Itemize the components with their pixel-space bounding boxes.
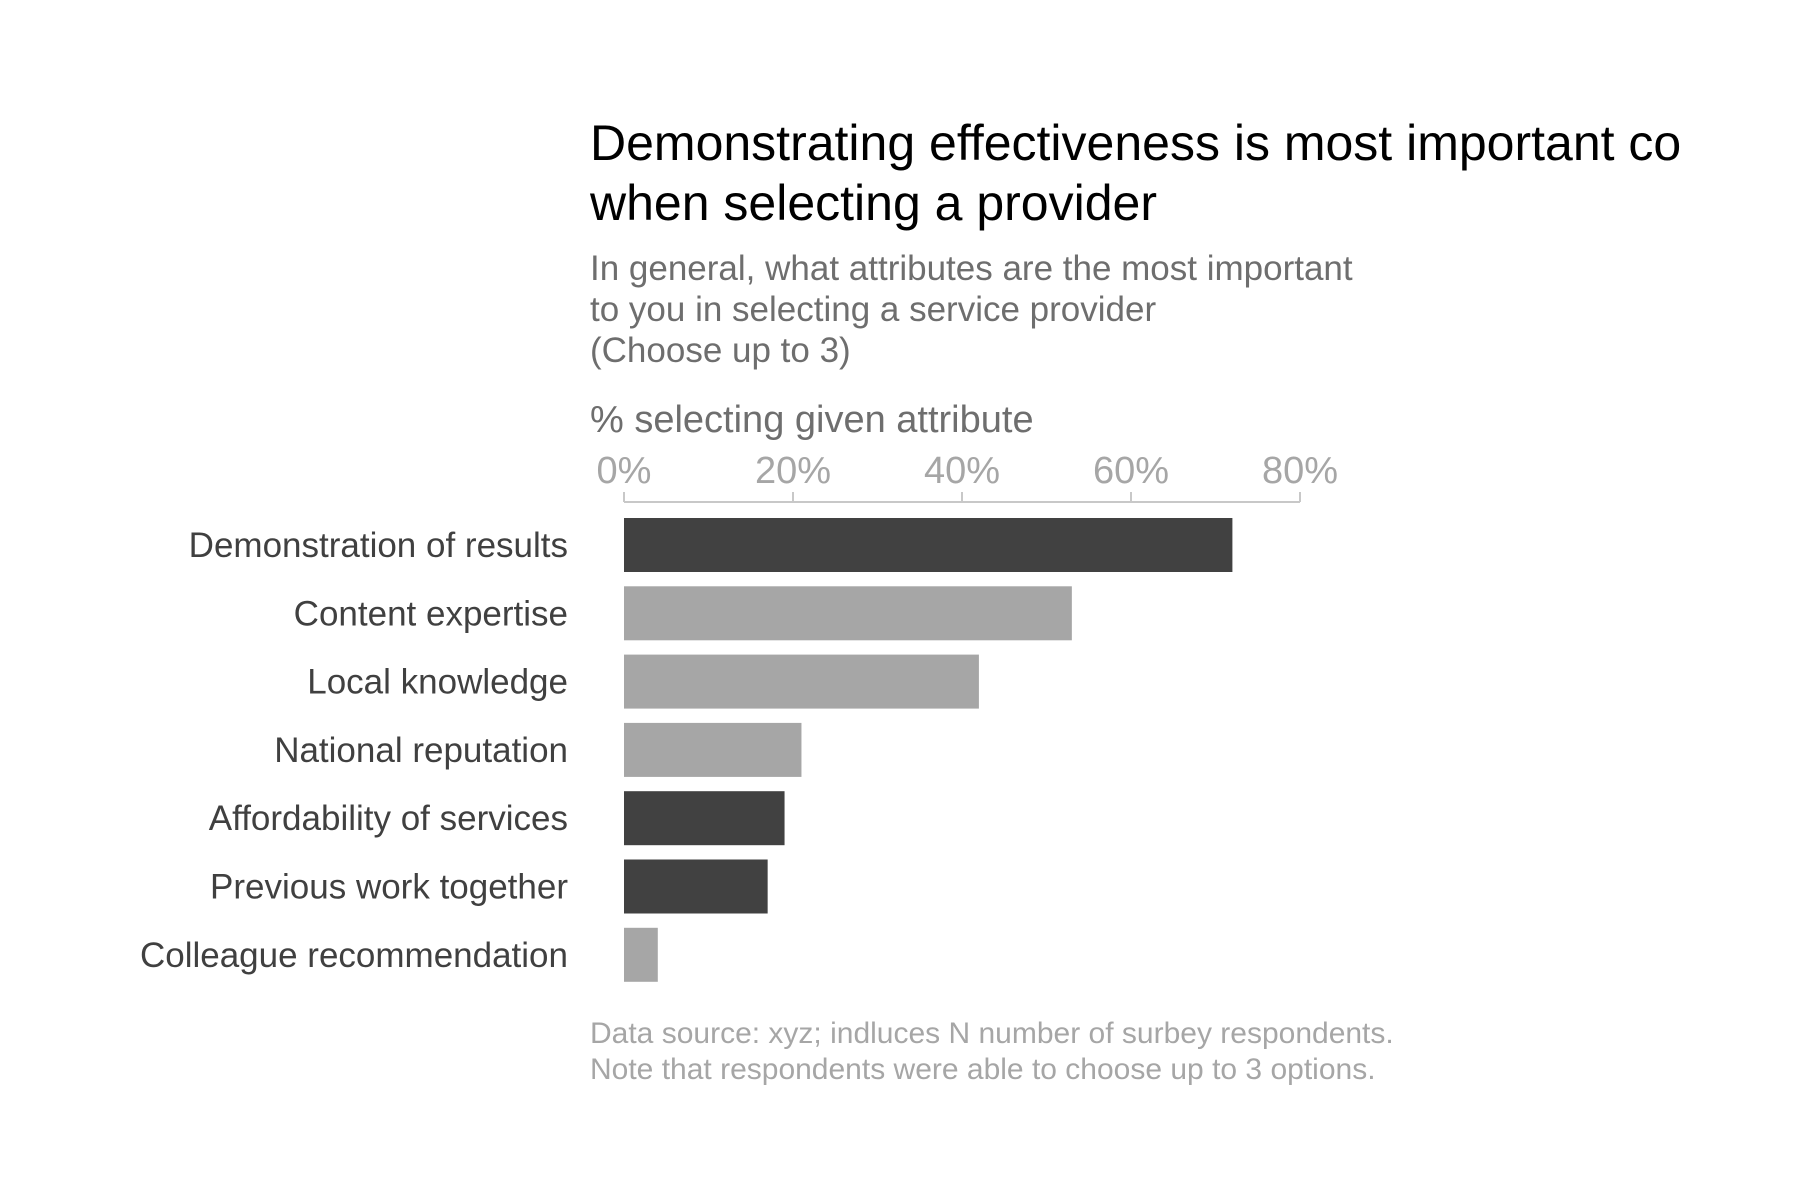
- category-label: Affordability of services: [209, 799, 568, 838]
- bar: [624, 791, 785, 846]
- subtitle-line: (Choose up to 3): [590, 331, 851, 370]
- category-label: Colleague recommendation: [140, 936, 568, 975]
- x-axis: 0% 20% 40% 60% 80%: [597, 450, 1338, 503]
- x-axis-label: % selecting given attribute: [590, 399, 1034, 441]
- chart-title: Demonstrating effectiveness is most impo…: [589, 115, 1681, 231]
- title-line: when selecting a provider: [589, 175, 1157, 231]
- category-labels: Demonstration of results Content expertis…: [140, 526, 568, 975]
- bar: [624, 518, 1233, 572]
- chart-subtitle: In general, what attributes are the most…: [590, 249, 1353, 370]
- chart-caption: Data source: xyz; indluces N number of s…: [590, 1017, 1394, 1086]
- category-label: Demonstration of results: [189, 526, 568, 565]
- subtitle-line: In general, what attributes are the most…: [590, 249, 1353, 288]
- bar: [624, 654, 979, 709]
- bar: [624, 722, 802, 777]
- category-label: Content expertise: [294, 594, 568, 633]
- x-tick-label: 60%: [1093, 450, 1169, 492]
- subtitle-line: to you in selecting a service provider: [590, 290, 1156, 329]
- category-label: Local knowledge: [307, 663, 568, 702]
- category-label: Previous work together: [210, 868, 568, 907]
- x-tick-label: 0%: [597, 450, 652, 492]
- bar: [624, 927, 658, 982]
- bar: [624, 586, 1072, 641]
- x-tick-label: 20%: [755, 450, 831, 492]
- title-line: Demonstrating effectiveness is most impo…: [590, 115, 1681, 171]
- x-tick-label: 80%: [1262, 450, 1338, 492]
- bars: [624, 518, 1233, 982]
- bar: [624, 859, 768, 914]
- category-label: National reputation: [274, 731, 568, 770]
- x-tick-label: 40%: [924, 450, 1000, 492]
- caption-line: Note that respondents were able to choos…: [590, 1053, 1376, 1086]
- caption-line: Data source: xyz; indluces N number of s…: [590, 1017, 1394, 1050]
